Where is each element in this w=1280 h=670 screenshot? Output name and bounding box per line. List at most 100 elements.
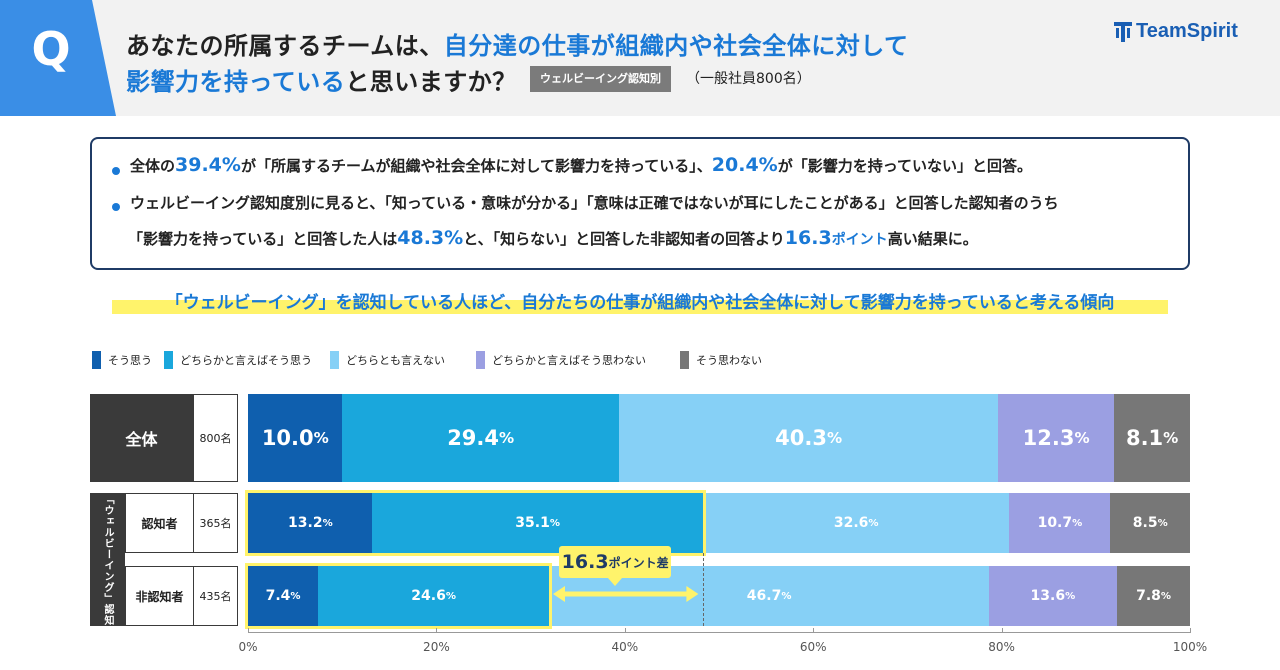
question-line-2: 影響力を持っていると思いますか？ — [126, 62, 517, 97]
row-n-unaware: 435名 — [193, 566, 238, 626]
question-text: あなたの所属するチームは、 — [126, 32, 444, 60]
bar-segment: 12.3% — [998, 394, 1114, 482]
x-axis-line — [248, 632, 1190, 633]
brand-name: TeamSpirit — [1136, 20, 1238, 43]
x-tick-mark — [1190, 628, 1191, 633]
summary-unit: ポイント — [832, 232, 888, 248]
summary-number: 48.3% — [397, 227, 463, 249]
x-tick-mark — [625, 628, 626, 633]
summary-text: が「影響力を持っていない」と回答。 — [778, 157, 1032, 175]
difference-arrow — [553, 584, 698, 604]
legend-swatch — [680, 351, 689, 369]
legend-somewhat-agree: どちらかと言えばそう思う — [164, 350, 312, 370]
legend-strongly-agree: そう思う — [92, 350, 152, 370]
x-tick-mark — [813, 628, 814, 633]
bar-segment: 8.1% — [1114, 394, 1191, 482]
bar-value-label: 32.6 — [834, 515, 869, 531]
row-label-aware: 認知者 — [125, 493, 193, 553]
summary-line-2: ウェルビーイング認知度別に見ると、「知っている・意味が分かる」「意味は正確ではな… — [130, 192, 1059, 213]
summary-number: 39.4% — [175, 154, 241, 176]
percent-sign: % — [1161, 591, 1171, 602]
percent-sign: % — [499, 429, 514, 447]
summary-text: 「影響力を持っている」と回答した人は — [128, 230, 397, 248]
question-highlight: 自分達の仕事が組織内や社会全体に対して — [444, 32, 909, 60]
x-tick-label: 40% — [611, 640, 638, 654]
bar-segment: 29.4% — [342, 394, 619, 482]
question-text: と思いますか？ — [345, 68, 517, 96]
legend-label: どちらかと言えばそう思わない — [492, 352, 646, 368]
row-n-overall: 800名 — [193, 394, 238, 482]
teamspirit-logo-icon — [1114, 22, 1132, 42]
x-tick-label: 0% — [238, 640, 257, 654]
summary-line-3: 「影響力を持っている」と回答した人は48.3%と、「知らない」と回答した非認知者… — [128, 227, 978, 249]
bar-value-label: 46.7 — [747, 588, 782, 604]
bar-value-label: 7.8 — [1136, 588, 1161, 604]
legend-neutral: どちらとも言えない — [330, 350, 445, 370]
row-n-aware: 365名 — [193, 493, 238, 553]
headline: 「ウェルビーイング」を認知している人ほど、自分たちの仕事が組織内や社会全体に対し… — [118, 288, 1162, 313]
legend-label: どちらとも言えない — [346, 352, 445, 368]
summary-number: 16.3 — [785, 227, 832, 249]
legend-label: そう思う — [108, 352, 152, 368]
bar-value-label: 13.6 — [1031, 588, 1066, 604]
x-tick-mark — [436, 628, 437, 633]
summary-text: が「所属するチームが組織や社会全体に対して影響力を持っている」、 — [241, 157, 712, 175]
highlight-box-unaware — [245, 563, 552, 629]
legend-swatch — [476, 351, 485, 369]
bar-segment: 40.3% — [619, 394, 999, 482]
summary-text: 全体の — [130, 157, 175, 175]
percent-sign: % — [827, 429, 842, 447]
bar-segment: 10.7% — [1009, 493, 1110, 553]
segment-tag: ウェルビーイング認知別 — [530, 66, 671, 92]
bar-segment: 10.0% — [248, 394, 343, 482]
respondent-count: （一般社員800名） — [686, 68, 811, 88]
summary-box: 全体の39.4%が「所属するチームが組織や社会全体に対して影響力を持っている」、… — [90, 137, 1190, 270]
bar-segment: 7.8% — [1117, 566, 1191, 626]
legend-swatch — [330, 351, 339, 369]
x-tick-label: 60% — [800, 640, 827, 654]
bullet-icon — [112, 203, 120, 211]
percent-sign: % — [868, 518, 878, 529]
bar-value-label: 40.3 — [775, 426, 827, 450]
bar-value-label: 8.5 — [1133, 515, 1158, 531]
x-tick-label: 20% — [423, 640, 450, 654]
difference-value: 16.3 — [562, 551, 609, 573]
group-label: 「ウェルビーイング」認知 — [90, 493, 125, 626]
dashed-guide — [703, 553, 704, 626]
bar-segment: 32.6% — [703, 493, 1010, 553]
bar-value-label: 10.7 — [1038, 515, 1073, 531]
x-tick-mark — [1002, 628, 1003, 633]
summary-line-1: 全体の39.4%が「所属するチームが組織や社会全体に対して影響力を持っている」、… — [130, 154, 1032, 176]
bar-value-label: 29.4 — [447, 426, 499, 450]
difference-unit: ポイント差 — [609, 554, 669, 571]
row-label-unaware: 非認知者 — [125, 566, 193, 626]
percent-sign: % — [314, 429, 329, 447]
percent-sign: % — [1072, 518, 1082, 529]
percent-sign: % — [1065, 591, 1075, 602]
difference-badge: 16.3 ポイント差 — [559, 546, 671, 578]
question-line-1: あなたの所属するチームは、自分達の仕事が組織内や社会全体に対して — [126, 26, 909, 61]
bar-segment: 13.6% — [989, 566, 1117, 626]
legend-label: どちらかと言えばそう思う — [180, 352, 312, 368]
x-tick-mark — [248, 628, 249, 633]
percent-sign: % — [781, 591, 791, 602]
bar-value-label: 10.0 — [262, 426, 314, 450]
row-label-overall: 全体 — [90, 394, 193, 482]
x-tick-label: 80% — [988, 640, 1015, 654]
legend-label: そう思わない — [696, 352, 762, 368]
question-letter: Q — [0, 22, 102, 76]
legend-somewhat-disagree: どちらかと言えばそう思わない — [476, 350, 646, 370]
bar-value-label: 8.1 — [1126, 426, 1163, 450]
x-tick-label: 100% — [1173, 640, 1207, 654]
summary-text: と、「知らない」と回答した非認知者の回答より — [463, 230, 785, 248]
legend-swatch — [92, 351, 101, 369]
bar-segment: 8.5% — [1110, 493, 1190, 553]
bullet-icon — [112, 167, 120, 175]
summary-number: 20.4% — [712, 154, 778, 176]
percent-sign: % — [1163, 429, 1178, 447]
legend-swatch — [164, 351, 173, 369]
percent-sign: % — [1158, 518, 1168, 529]
legend-strongly-disagree: そう思わない — [680, 350, 762, 370]
badge-pointer — [608, 578, 622, 586]
summary-text: 高い結果に。 — [888, 230, 978, 248]
